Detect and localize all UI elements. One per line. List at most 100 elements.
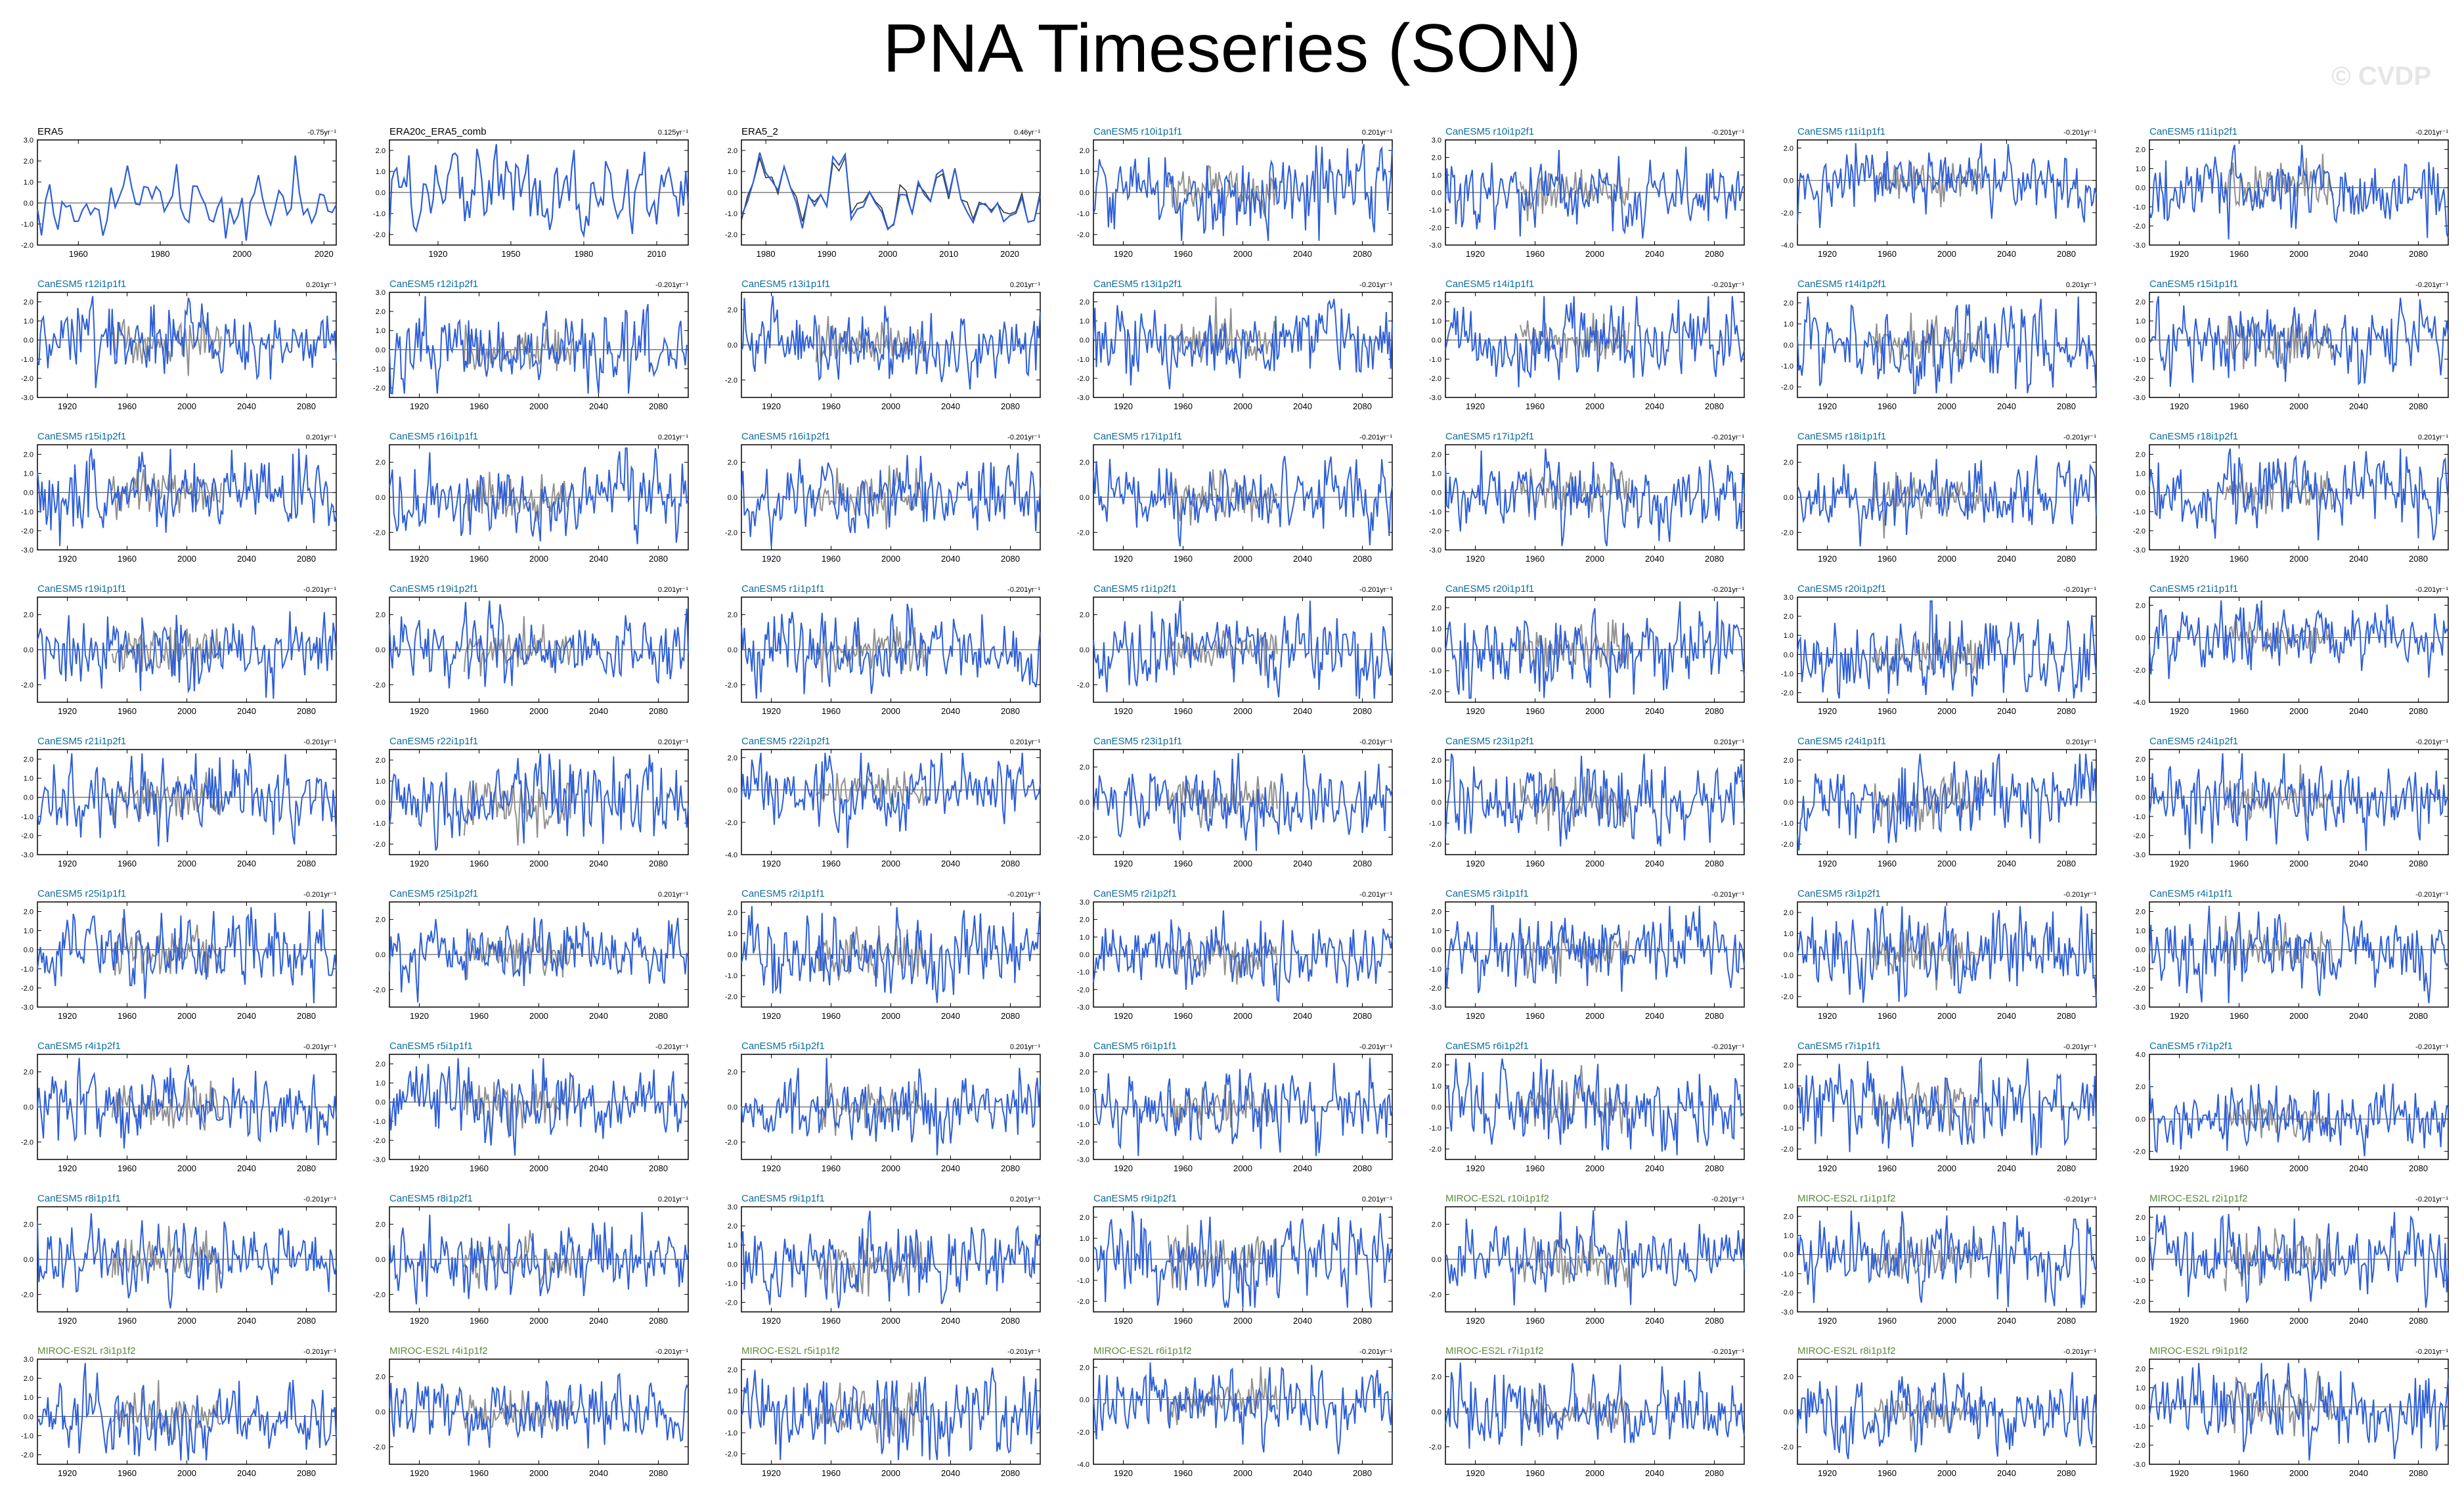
x-tick-label: 2000	[1233, 554, 1252, 564]
y-tick-label: -2.0	[725, 681, 737, 689]
model-series-line	[741, 906, 1041, 1003]
pna-panel: CanESM5 r6i1p1f1 -0.201yr⁻¹ 3.0 2.0 1.0 0.0 -1…	[1077, 1041, 1393, 1173]
y-tick-label: 2.0	[24, 1221, 33, 1229]
x-tick-label: 1920	[1114, 401, 1133, 411]
x-tick-label: 1960	[69, 249, 88, 259]
y-tick-label: -2.0	[2133, 985, 2145, 993]
x-tick-label: 1920	[1818, 249, 1837, 259]
x-tick-label: 2080	[1353, 1468, 1372, 1478]
model-series-line	[2149, 905, 2449, 1004]
x-tick-label: 1960	[822, 554, 841, 564]
x-tick-label: 2040	[1293, 554, 1312, 564]
y-tick-label: 2.0	[24, 1375, 33, 1383]
model-series-line	[1093, 1362, 1393, 1454]
panel-frame	[1093, 1359, 1393, 1465]
panel-label: CanESM5 r10i1p2f1	[1445, 126, 1534, 137]
y-tick-label: -1.0	[21, 221, 33, 229]
y-tick-label: -2.0	[2133, 1442, 2145, 1450]
x-tick-label: 2040	[2349, 1163, 2368, 1173]
panel-trend: 0.201yr⁻¹	[658, 738, 688, 746]
model-series-line	[1797, 753, 2097, 851]
x-tick-label: 2040	[237, 859, 256, 868]
obs-series-line	[1871, 773, 1982, 830]
pna-panel: CanESM5 r4i1p2f1 -0.201yr⁻¹ 2.0 0.0 -2.0 1920…	[21, 1041, 337, 1173]
x-tick-label: 1960	[1526, 859, 1545, 868]
x-tick-label: 1960	[1878, 554, 1897, 564]
x-tick-label: 1960	[2230, 1316, 2249, 1326]
x-tick-label: 2000	[177, 1163, 196, 1173]
model-series-line	[389, 1058, 689, 1156]
y-tick-label: -3.0	[1077, 1004, 1089, 1012]
panel-trend: -0.201yr⁻¹	[1711, 1196, 1744, 1203]
panel-trend: 0.201yr⁻¹	[2418, 434, 2448, 441]
x-tick-label: 2080	[649, 706, 668, 716]
panel-label: CanESM5 r21i1p2f1	[37, 736, 126, 747]
model-series-line	[1093, 298, 1393, 390]
x-tick-label: 1980	[757, 249, 776, 259]
y-tick-label: 0.0	[24, 489, 33, 497]
y-tick-label: 0.0	[2136, 185, 2145, 192]
x-tick-label: 1960	[118, 1011, 137, 1021]
panel-trend: -0.201yr⁻¹	[655, 1043, 688, 1051]
panel-trend: -0.201yr⁻¹	[655, 1348, 688, 1356]
x-tick-label: 1920	[58, 1011, 77, 1021]
y-tick-label: -1.0	[1781, 972, 1793, 980]
panel-label: CanESM5 r20i1p2f1	[1797, 583, 1886, 595]
pna-panel: CanESM5 r17i1p1f1 -0.201yr⁻¹ 2.0 0.0 -2.0 192…	[1077, 431, 1393, 564]
panel-trend: -0.201yr⁻¹	[1711, 1348, 1744, 1356]
x-tick-label: 1920	[1818, 1316, 1837, 1326]
model-series-line	[741, 296, 1041, 390]
model-series-line	[389, 296, 689, 395]
panel-label: MIROC-ES2L r8i1p1f2	[1797, 1345, 1896, 1357]
y-tick-label: 0.0	[728, 189, 737, 197]
y-tick-label: -2.0	[373, 1443, 385, 1451]
x-tick-label: 2040	[2349, 401, 2368, 411]
y-tick-label: 0.0	[2136, 1404, 2145, 1412]
pna-panel: CanESM5 r22i1p2f1 0.201yr⁻¹ 2.0 0.0 -2.0 -4.0…	[725, 736, 1041, 868]
y-tick-label: 0.0	[1432, 1104, 1441, 1112]
x-tick-label: 2080	[1705, 1316, 1724, 1326]
y-tick-label: 3.0	[1080, 1051, 1089, 1059]
pna-panel: CanESM5 r21i1p2f1 -0.201yr⁻¹ 2.0 1.0 0.0 -1.0…	[21, 736, 337, 868]
pna-panel: CanESM5 r18i1p1f1 -0.201yr⁻¹ 2.0 0.0 -2.0 192…	[1781, 431, 2097, 564]
y-tick-label: -1.0	[1077, 210, 1089, 218]
panel-label: MIROC-ES2L r7i1p1f2	[1445, 1345, 1544, 1357]
panel-label: CanESM5 r7i1p2f1	[2149, 1041, 2233, 1052]
panel-trend: -0.201yr⁻¹	[1711, 1043, 1744, 1051]
x-tick-label: 2000	[529, 1011, 548, 1021]
y-tick-label: -2.0	[1429, 375, 1441, 383]
y-tick-label: -4.0	[725, 851, 737, 859]
y-tick-label: 1.0	[1080, 318, 1089, 326]
x-tick-label: 2010	[939, 249, 958, 259]
panel-trend: -0.201yr⁻¹	[1007, 891, 1040, 899]
y-tick-label: 1.0	[2136, 318, 2145, 326]
y-tick-label: -2.0	[1077, 231, 1089, 239]
x-tick-label: 2000	[1233, 706, 1252, 716]
x-tick-label: 2000	[2289, 401, 2308, 411]
x-tick-label: 2040	[1997, 1468, 2016, 1478]
x-tick-label: 2040	[2349, 859, 2368, 868]
x-tick-label: 2010	[647, 249, 666, 259]
y-tick-label: 0.0	[1784, 177, 1793, 185]
y-tick-label: 0.0	[24, 794, 33, 802]
x-tick-label: 2080	[2409, 1163, 2428, 1173]
y-tick-label: -3.0	[2133, 1004, 2145, 1012]
x-tick-label: 1960	[2230, 706, 2249, 716]
y-tick-label: 3.0	[24, 1356, 33, 1364]
x-tick-label: 2080	[1001, 401, 1020, 411]
x-tick-label: 1920	[410, 859, 429, 868]
x-tick-label: 1960	[470, 1316, 489, 1326]
panel-label: CanESM5 r18i1p2f1	[2149, 431, 2238, 442]
panel-trend: 0.201yr⁻¹	[1714, 738, 1744, 746]
y-tick-label: 2.0	[1784, 1374, 1793, 1381]
x-tick-label: 1920	[1114, 1468, 1133, 1478]
panel-trend: 0.201yr⁻¹	[1010, 1043, 1040, 1051]
y-tick-label: 0.0	[1432, 1408, 1441, 1416]
pna-panel: MIROC-ES2L r3i1p1f2 -0.201yr⁻¹ 3.0 2.0 1.0 0.…	[21, 1345, 337, 1478]
y-tick-label: 0.0	[1432, 1256, 1441, 1264]
x-tick-label: 1960	[118, 859, 137, 868]
y-tick-label: -3.0	[21, 851, 33, 859]
y-tick-label: -2.0	[725, 1450, 737, 1458]
x-tick-label: 2080	[1353, 249, 1372, 259]
x-tick-label: 1920	[1114, 249, 1133, 259]
